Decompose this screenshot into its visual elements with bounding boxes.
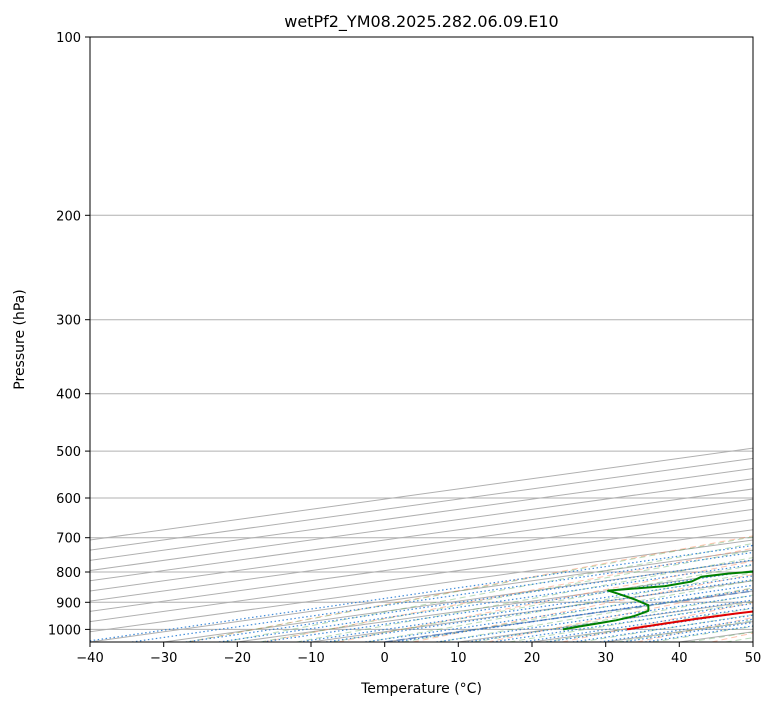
y-tick-label: 700 — [56, 532, 81, 547]
moist-adiabat-line — [296, 557, 753, 642]
y-axis-title: Pressure (hPa) — [12, 289, 28, 389]
y-tick-label: 100 — [56, 31, 81, 46]
grid-layer — [90, 37, 753, 642]
dry-adiabat-line — [487, 587, 753, 642]
y-tick-label: 200 — [56, 209, 81, 224]
y-axis: 1000 900 800 700 600 500 400 300 200 100 — [48, 31, 90, 638]
x-tick-label: 50 — [745, 651, 762, 666]
isotherm-line — [90, 468, 753, 561]
x-axis: −40 −30 −20 −10 0 10 20 30 40 50 — [76, 642, 761, 666]
mixing-ratio-line — [131, 551, 753, 642]
x-tick-label: 40 — [671, 651, 688, 666]
moist-adiabat-line — [332, 564, 753, 642]
dry-adiabat-line — [263, 547, 753, 642]
plot-background — [90, 37, 753, 642]
mixing-ratio-line — [492, 602, 753, 642]
moist-adiabats — [187, 536, 753, 642]
moist-adiabat-line — [473, 594, 753, 642]
chart-title: wetPf2_YM08.2025.282.06.09.E10 — [284, 12, 558, 32]
x-axis-title: Temperature (°C) — [360, 681, 482, 697]
moist-adiabat-line — [403, 579, 753, 642]
isotherm-line — [90, 508, 753, 602]
isotherm-line — [90, 539, 753, 633]
x-tick-label: 20 — [524, 651, 541, 666]
dry-adiabat-line — [412, 573, 753, 642]
y-tick-label: 900 — [56, 596, 81, 611]
isotherm-line — [90, 519, 753, 612]
y-tick-label: 300 — [56, 314, 81, 329]
y-tick-label: 500 — [56, 445, 81, 460]
plot-frame — [89, 36, 754, 643]
x-tick-label: −10 — [297, 651, 324, 666]
mixing-ratio-line — [90, 544, 753, 642]
dry-adiabats — [188, 535, 753, 642]
isotherm-line — [90, 478, 753, 572]
mixing-ratio-line — [522, 607, 753, 642]
isotherm-line — [90, 488, 753, 582]
x-tick-label: 0 — [381, 651, 389, 666]
x-tick-label: −30 — [150, 651, 177, 666]
moist-adiabat-line — [260, 549, 753, 642]
y-tick-label: 600 — [56, 492, 81, 507]
dry-adiabat-line — [188, 535, 753, 642]
isotherm-line — [90, 498, 753, 592]
x-tick-label: 30 — [597, 651, 614, 666]
mixing-ratio-line — [185, 559, 753, 642]
isotherm-line — [90, 529, 753, 623]
y-tick-label: 800 — [56, 566, 81, 581]
mixing-ratio-line — [572, 614, 753, 642]
dewpoint-profile-line — [562, 570, 753, 631]
profile-series — [562, 570, 753, 631]
x-tick-label: −40 — [76, 651, 103, 666]
x-tick-label: −20 — [224, 651, 251, 666]
isotherm-line — [90, 457, 753, 551]
x-tick-label: 10 — [450, 651, 467, 666]
y-tick-label: 400 — [56, 388, 81, 403]
y-tick-label: 1000 — [48, 623, 81, 638]
